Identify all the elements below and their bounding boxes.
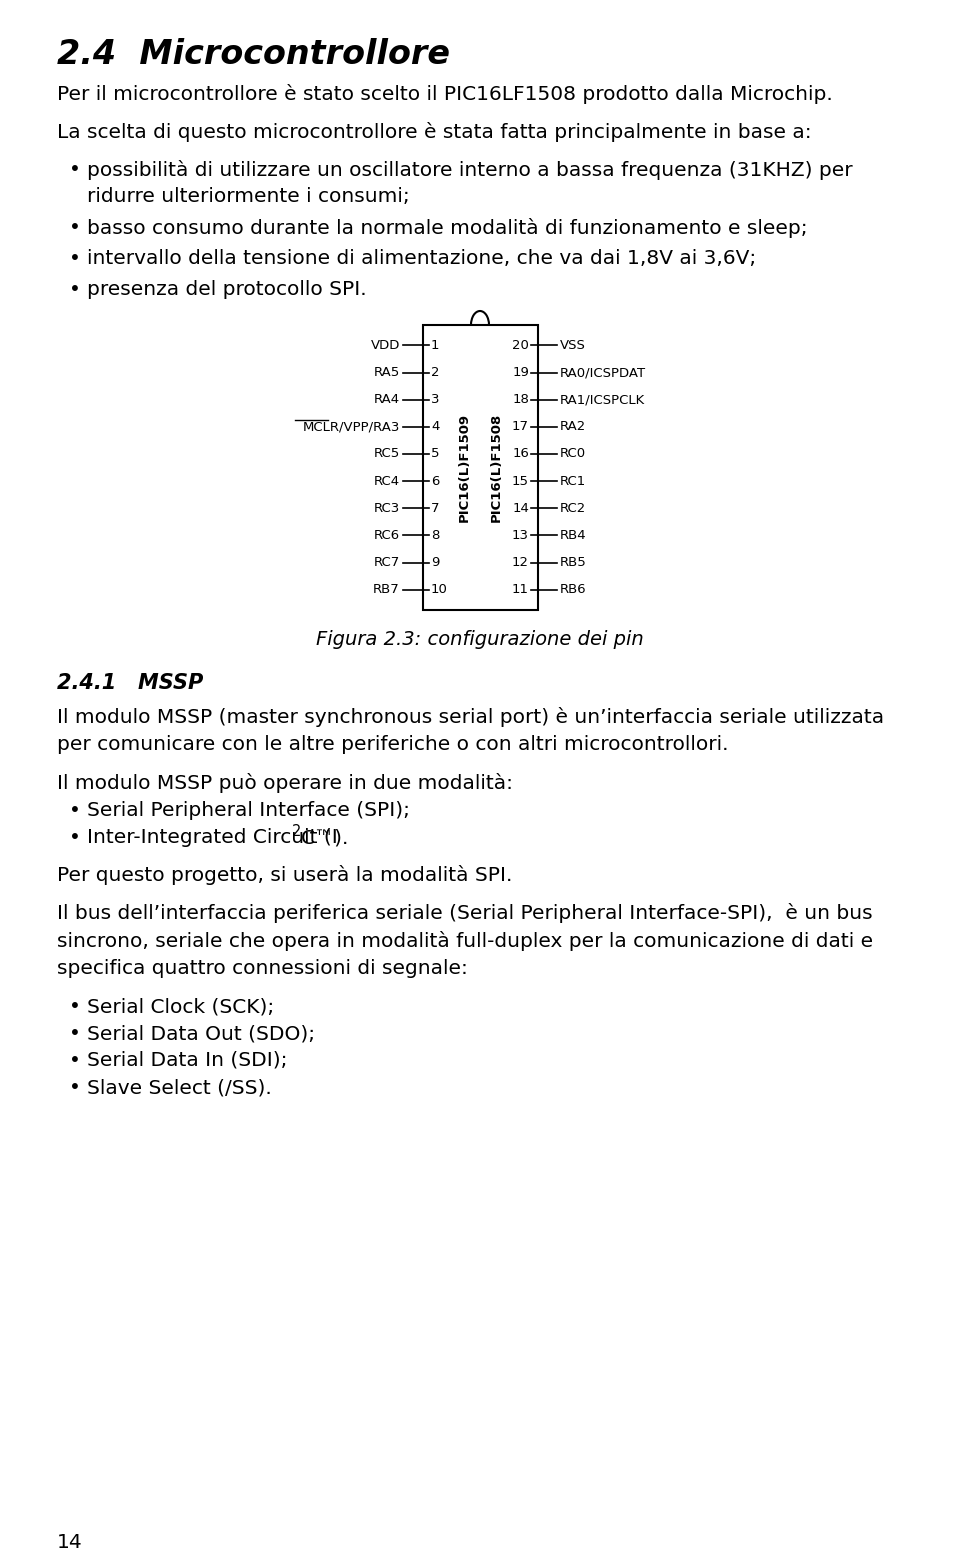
Text: RA1/ICSPCLK: RA1/ICSPCLK [560,394,645,406]
Text: C™).: C™). [301,828,349,847]
Text: •: • [69,1024,81,1043]
Text: •: • [69,1079,81,1098]
Text: sincrono, seriale che opera in modalità full-duplex per la comunicazione di dati: sincrono, seriale che opera in modalità … [57,931,874,952]
Text: 10: 10 [431,583,448,596]
Text: RA2: RA2 [560,420,587,433]
Text: RC4: RC4 [373,475,400,488]
Text: •: • [69,218,81,237]
Text: 18: 18 [512,394,529,406]
Text: RC2: RC2 [560,502,587,514]
Text: 2: 2 [431,365,440,379]
Text: Serial Data Out (SDO);: Serial Data Out (SDO); [87,1024,315,1043]
Text: RB6: RB6 [560,583,587,596]
Text: 9: 9 [431,557,440,569]
Text: PIC16(L)F1509: PIC16(L)F1509 [458,412,470,522]
Text: 8: 8 [431,528,440,543]
Text: •: • [69,281,81,299]
Text: intervallo della tensione di alimentazione, che va dai 1,8V ai 3,6V;: intervallo della tensione di alimentazio… [87,249,756,268]
Text: La scelta di questo microcontrollore è stata fatta principalmente in base a:: La scelta di questo microcontrollore è s… [57,122,811,143]
Text: Il modulo MSSP può operare in due modalità:: Il modulo MSSP può operare in due modali… [57,773,513,793]
Text: possibilità di utilizzare un oscillatore interno a bassa frequenza (31KHZ) per: possibilità di utilizzare un oscillatore… [87,160,852,180]
Text: RC3: RC3 [373,502,400,514]
Text: Serial Data In (SDI);: Serial Data In (SDI); [87,1051,287,1069]
Text: 1: 1 [431,339,440,351]
Text: RC5: RC5 [373,447,400,461]
Text: RB7: RB7 [373,583,400,596]
Text: RA0/ICSPDAT: RA0/ICSPDAT [560,365,646,379]
Text: 2.4  Microcontrollore: 2.4 Microcontrollore [57,38,450,71]
Text: VSS: VSS [560,339,586,351]
Text: RC0: RC0 [560,447,587,461]
Text: PIC16(L)F1508: PIC16(L)F1508 [490,412,502,522]
Text: presenza del protocollo SPI.: presenza del protocollo SPI. [87,281,367,299]
Text: 2.4.1   MSSP: 2.4.1 MSSP [57,673,204,693]
Text: 20: 20 [512,339,529,351]
Text: 2: 2 [292,825,301,839]
Text: basso consumo durante la normale modalità di funzionamento e sleep;: basso consumo durante la normale modalit… [87,218,807,238]
Text: 5: 5 [431,447,440,461]
Text: 15: 15 [512,475,529,488]
Text: Il bus dell’interfaccia periferica seriale (Serial Peripheral Interface-SPI),  è: Il bus dell’interfaccia periferica seria… [57,903,873,924]
Text: 3: 3 [431,394,440,406]
Text: 6: 6 [431,475,440,488]
Text: RB5: RB5 [560,557,587,569]
Text: •: • [69,160,81,179]
Text: Inter-Integrated Circuit (I: Inter-Integrated Circuit (I [87,828,338,847]
Text: VDD: VDD [371,339,400,351]
Text: 16: 16 [512,447,529,461]
Text: Il modulo MSSP (master synchronous serial port) è un’interfaccia seriale utilizz: Il modulo MSSP (master synchronous seria… [57,707,884,728]
Bar [423,325,538,610]
Text: RC1: RC1 [560,475,587,488]
Text: Per il microcontrollore è stato scelto il PIC16LF1508 prodotto dalla Microchip.: Per il microcontrollore è stato scelto i… [57,85,832,103]
Text: 12: 12 [512,557,529,569]
Text: ridurre ulteriormente i consumi;: ridurre ulteriormente i consumi; [87,187,410,205]
Text: Per questo progetto, si userà la modalità SPI.: Per questo progetto, si userà la modalit… [57,866,513,884]
Text: 7: 7 [431,502,440,514]
Text: RA5: RA5 [373,365,400,379]
Text: 13: 13 [512,528,529,543]
Text: RC6: RC6 [373,528,400,543]
Text: 4: 4 [431,420,440,433]
Text: Serial Clock (SCK);: Serial Clock (SCK); [87,997,275,1016]
Text: •: • [69,828,81,847]
Text: 14: 14 [512,502,529,514]
Text: 11: 11 [512,583,529,596]
Text: MCLR/VPP/RA3: MCLR/VPP/RA3 [302,420,400,433]
Text: •: • [69,1051,81,1069]
Text: RA4: RA4 [373,394,400,406]
Text: 14: 14 [57,1534,83,1552]
Text: RB4: RB4 [560,528,587,543]
Text: Slave Select (/SS).: Slave Select (/SS). [87,1079,272,1098]
Text: RC7: RC7 [373,557,400,569]
Text: specifica quattro connessioni di segnale:: specifica quattro connessioni di segnale… [57,960,468,978]
Text: Figura 2.3: configurazione dei pin: Figura 2.3: configurazione dei pin [316,630,644,649]
Text: per comunicare con le altre periferiche o con altri microcontrollori.: per comunicare con le altre periferiche … [57,735,729,754]
Text: •: • [69,801,81,820]
Text: 17: 17 [512,420,529,433]
Text: •: • [69,997,81,1016]
Text: Serial Peripheral Interface (SPI);: Serial Peripheral Interface (SPI); [87,801,410,820]
Text: •: • [69,249,81,268]
Text: 19: 19 [512,365,529,379]
